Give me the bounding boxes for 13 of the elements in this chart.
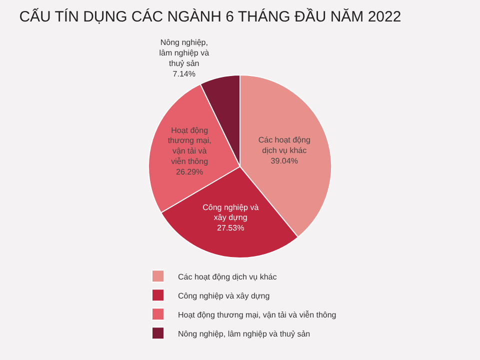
- legend-label: Nông nghiệp, lâm nghiệp và thuỷ sản: [178, 329, 310, 338]
- data-label: 39.04%: [270, 156, 298, 166]
- legend-label: Công nghiệp và xây dựng: [178, 291, 270, 300]
- slice-label: Hoạt động thương mại, vận tải và viễn thông: [168, 126, 212, 166]
- chart-title: CẤU TÍN DỤNG CÁC NGÀNH 6 THÁNG ĐẦU NĂM 2022: [19, 7, 402, 26]
- legend-label: Các hoạt động dịch vụ khác: [178, 272, 277, 282]
- data-label: 26.29%: [176, 167, 204, 176]
- data-label: 27.53%: [217, 224, 244, 233]
- slice-label: Các hoạt động dịch vụ khác: [258, 136, 310, 156]
- legend-label: Hoạt động thương mại, vận tải và viễn thông: [178, 310, 336, 320]
- data-label: 7.14%: [172, 69, 196, 78]
- slice-label: Công nghiệp và xây dựng: [202, 202, 260, 222]
- slice-label: Nông nghiệp, lâm nghiệp và thuỷ sản: [159, 38, 210, 68]
